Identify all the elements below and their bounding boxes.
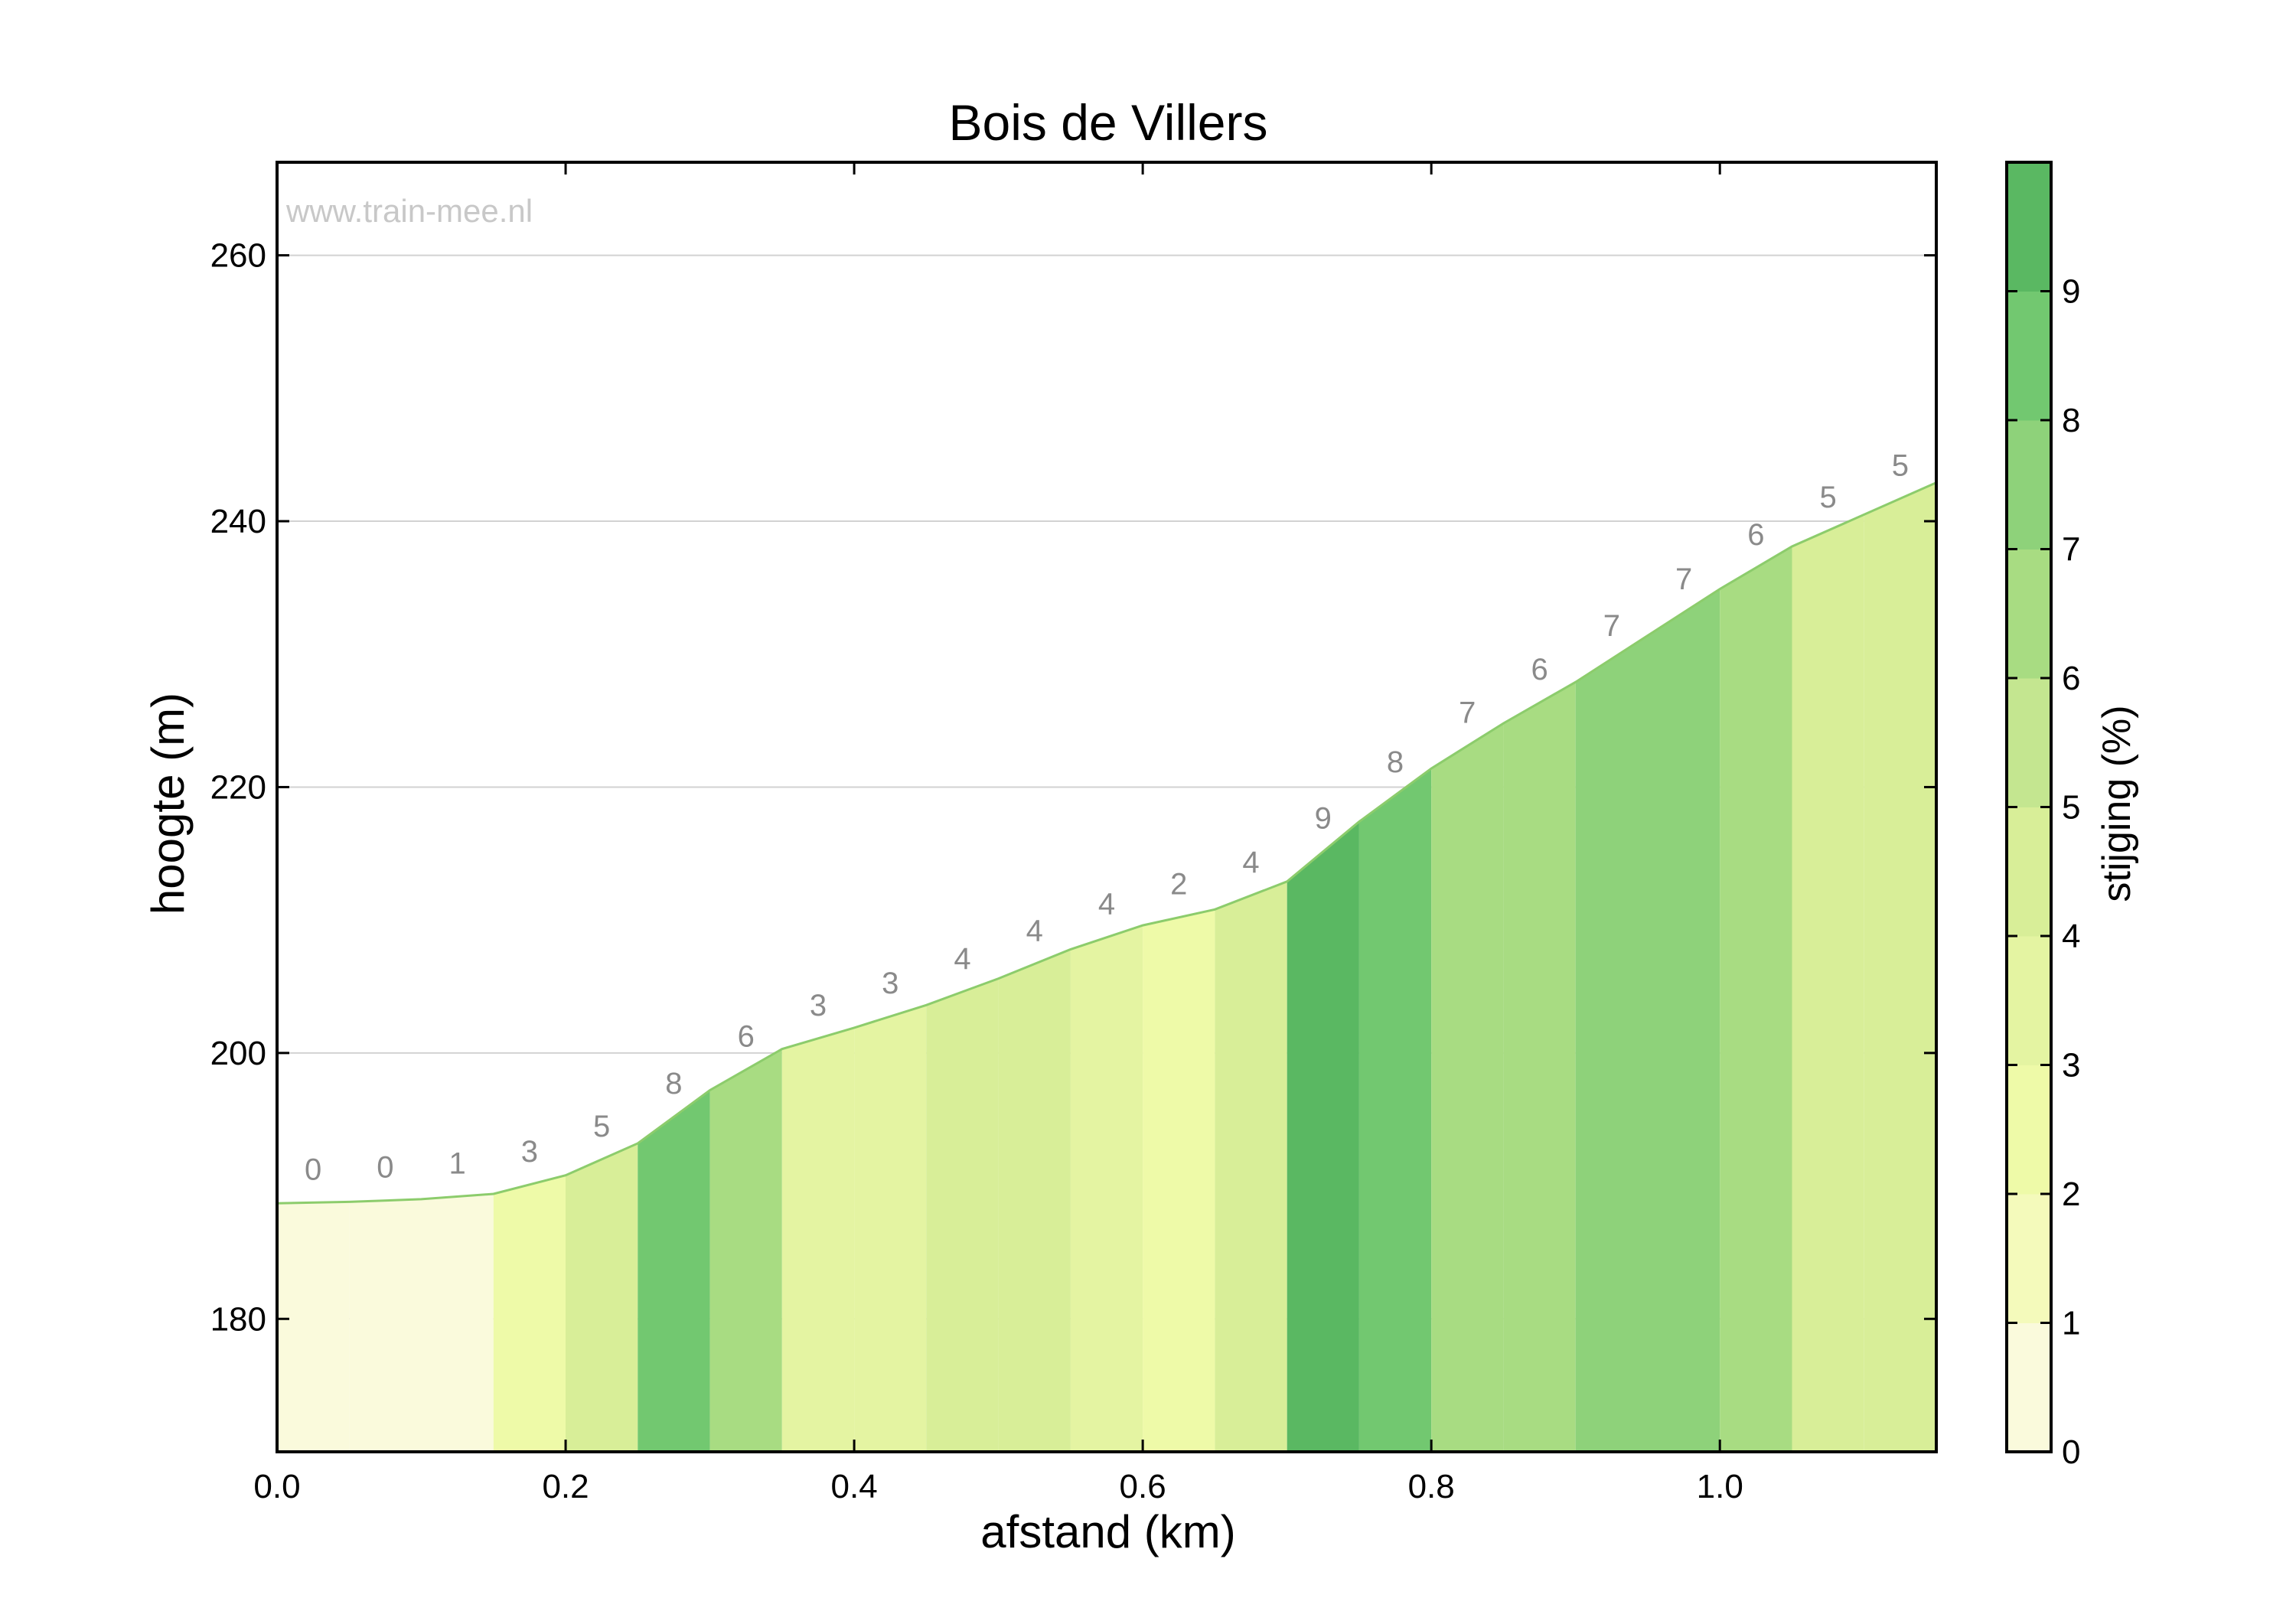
gradient-segment <box>1720 546 1792 1452</box>
gradient-segment <box>1358 768 1432 1452</box>
gradient-segment <box>1431 723 1504 1452</box>
colorbar-band <box>2007 936 2051 1065</box>
gradient-label: 9 <box>1315 802 1332 836</box>
gradient-label: 2 <box>1170 868 1187 902</box>
gradient-label: 4 <box>954 942 970 976</box>
colorbar-band <box>2007 420 2051 550</box>
colorbar-tick-label: 5 <box>2062 789 2080 827</box>
x-tick-label: 0.6 <box>1120 1468 1166 1505</box>
gradient-segment <box>1143 909 1215 1452</box>
gradient-label: 3 <box>882 967 899 1000</box>
gradient-label: 6 <box>1531 653 1548 686</box>
gradient-segment <box>421 1194 494 1452</box>
gradient-label: 6 <box>1747 518 1764 552</box>
colorbar-tick-label: 6 <box>2062 660 2080 697</box>
gradient-label: 7 <box>1459 696 1476 730</box>
gradient-label: 8 <box>1387 745 1404 779</box>
elevation-line <box>276 481 1937 1205</box>
x-axis-label: afstand (km) <box>980 1506 1235 1557</box>
gradient-label: 7 <box>1675 563 1692 596</box>
gradient-segment <box>926 978 999 1452</box>
gradient-segment <box>998 949 1071 1452</box>
gradient-segment <box>349 1198 422 1452</box>
plot-area: 0 0 1 3 5 8 6 3 3 4 4 4 2 4 9 8 7 6 7 7 6 5 5 0.0 0.2 0.4 0.6 0.8 1.… <box>210 161 1938 1505</box>
gradient-segment <box>854 1005 927 1452</box>
gradient-segment <box>1287 821 1359 1452</box>
plot-frame <box>276 161 1938 1453</box>
colorbar-band <box>2007 291 2051 421</box>
y-tick-label: 180 <box>210 1300 266 1338</box>
gradient-label: 7 <box>1603 609 1620 643</box>
colorbar-tick-label: 8 <box>2062 402 2080 439</box>
gradient-segment <box>1575 635 1648 1452</box>
gradient-segment <box>277 1202 350 1452</box>
colorbar-band <box>2007 1065 2051 1195</box>
colorbar-tick-label: 1 <box>2062 1305 2080 1342</box>
y-tick-label: 220 <box>210 768 266 806</box>
gradient-label: 5 <box>593 1110 610 1143</box>
y-tick-label: 260 <box>210 237 266 275</box>
gradient-segment <box>493 1175 566 1452</box>
colorbar-tick-label: 4 <box>2062 918 2080 955</box>
colorbar-band <box>2007 807 2051 937</box>
colorbar-tick-label: 7 <box>2062 531 2080 569</box>
gradient-label: 3 <box>521 1135 538 1169</box>
gradient-label: 0 <box>377 1151 393 1185</box>
gradient-label: 1 <box>449 1146 466 1180</box>
colorbar-band <box>2007 162 2051 292</box>
x-tick-label: 0.4 <box>831 1468 878 1505</box>
colorbar-band <box>2007 1322 2051 1453</box>
x-tick-label: 0.8 <box>1408 1468 1455 1505</box>
gradient-label: 5 <box>1819 481 1836 514</box>
colorbar-label: stijging (%) <box>2095 705 2139 902</box>
x-tick-label: 0.2 <box>542 1468 589 1505</box>
colorbar-tick-label: 2 <box>2062 1176 2080 1213</box>
gradient-segment <box>566 1143 638 1452</box>
colorbar-tick-label: 0 <box>2062 1433 2080 1471</box>
y-tick-label: 200 <box>210 1035 266 1072</box>
gradient-label: 0 <box>305 1153 321 1186</box>
colorbar-band <box>2007 1194 2051 1323</box>
gradient-label: 4 <box>1098 888 1115 921</box>
gradient-segment <box>1792 514 1864 1452</box>
watermark: www.train-mee.nl <box>285 193 533 229</box>
chart-title: Bois de Villers <box>949 94 1268 151</box>
gradient-segment <box>1070 925 1143 1452</box>
gradient-segment <box>1864 482 1936 1452</box>
colorbar-band <box>2007 549 2051 679</box>
colorbar-band <box>2007 678 2051 807</box>
gradient-label: 8 <box>665 1067 682 1101</box>
gradient-segment <box>638 1090 710 1452</box>
x-tick-label: 0.0 <box>253 1468 300 1505</box>
gradient-label: 3 <box>810 989 827 1022</box>
gradient-label: 5 <box>1892 448 1909 482</box>
gradient-segment <box>1503 682 1576 1452</box>
gradient-segment <box>1215 881 1287 1452</box>
gradient-segment <box>709 1048 782 1452</box>
gradient-segment <box>781 1027 855 1452</box>
x-tick-label: 1.0 <box>1697 1468 1743 1505</box>
colorbar: 0 1 2 3 4 5 6 7 8 9 <box>2005 161 2080 1471</box>
colorbar-tick-label: 9 <box>2062 273 2080 311</box>
gradient-segment <box>1648 589 1720 1452</box>
gradient-label: 6 <box>738 1020 755 1054</box>
gradient-label: 4 <box>1026 914 1043 947</box>
colorbar-tick-label: 3 <box>2062 1047 2080 1084</box>
y-tick-label: 240 <box>210 503 266 540</box>
gradient-label: 4 <box>1242 846 1259 879</box>
y-axis-label: hoogte (m) <box>142 693 194 915</box>
